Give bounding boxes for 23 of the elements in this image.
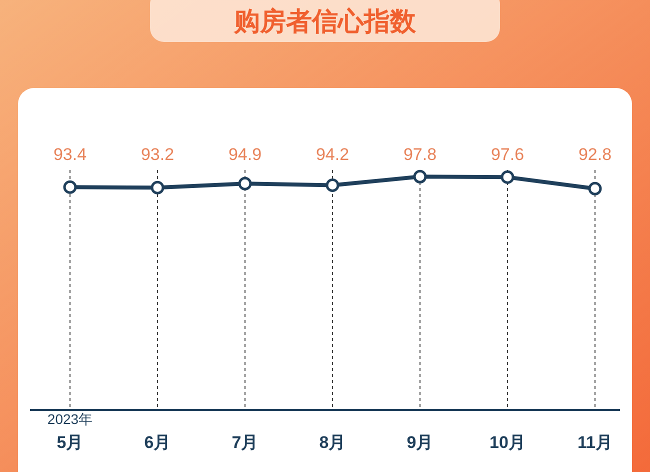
data-label: 93.2	[140, 145, 174, 164]
data-label: 97.6	[490, 145, 524, 164]
data-label: 92.8	[578, 145, 612, 164]
x-tick-label: 11月	[578, 433, 612, 452]
x-tick-label: 6月	[144, 433, 171, 452]
data-label: 97.8	[403, 145, 437, 164]
x-tick-label: 7月	[232, 433, 258, 452]
point	[63, 180, 77, 194]
point	[326, 178, 340, 192]
data-label: 93.4	[53, 145, 87, 164]
chart-title: 购房者信心指数	[233, 6, 417, 36]
x-tick-label: 9月	[406, 433, 434, 452]
x-tick-label: 10月	[490, 433, 526, 452]
point	[413, 170, 427, 184]
point	[150, 180, 164, 194]
point	[238, 176, 252, 190]
point	[588, 182, 602, 196]
data-label: 94.9	[228, 145, 262, 164]
data-label: 94.2	[316, 145, 350, 164]
x-tick-label: 5月	[56, 433, 84, 452]
point	[500, 170, 514, 184]
x-tick-label: 8月	[319, 433, 346, 452]
text: 2023年	[47, 411, 93, 427]
